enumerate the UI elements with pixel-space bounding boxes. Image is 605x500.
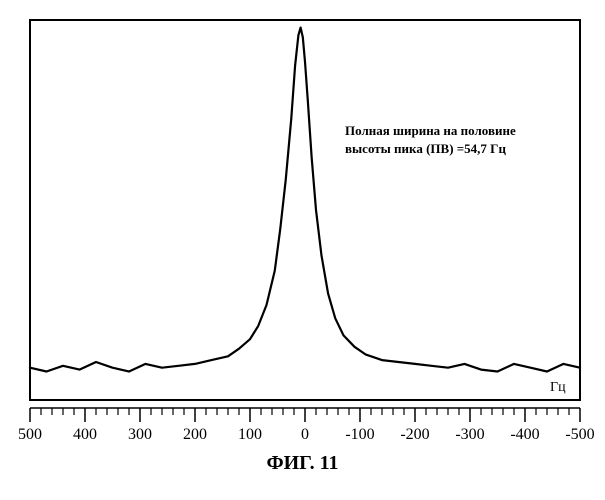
x-tick-label: -500 bbox=[565, 426, 594, 444]
fwhm-annotation: Полная ширина на половине высоты пика (П… bbox=[345, 122, 516, 157]
x-tick-label: -300 bbox=[455, 426, 484, 444]
x-tick-label: -200 bbox=[400, 426, 429, 444]
x-tick-label: 100 bbox=[238, 426, 262, 444]
x-tick-label: -100 bbox=[345, 426, 374, 444]
figure-caption: ФИГ. 11 bbox=[0, 452, 605, 475]
x-tick-label: -400 bbox=[510, 426, 539, 444]
x-tick-label: 200 bbox=[183, 426, 207, 444]
x-tick-label: 300 bbox=[128, 426, 152, 444]
x-tick-label: 0 bbox=[301, 426, 309, 444]
figure-container: Полная ширина на половине высоты пика (П… bbox=[0, 0, 605, 500]
x-tick-label: 500 bbox=[18, 426, 42, 444]
x-axis-unit-label: Гц bbox=[550, 380, 566, 396]
x-tick-label: 400 bbox=[73, 426, 97, 444]
spectrum-svg bbox=[0, 0, 605, 500]
